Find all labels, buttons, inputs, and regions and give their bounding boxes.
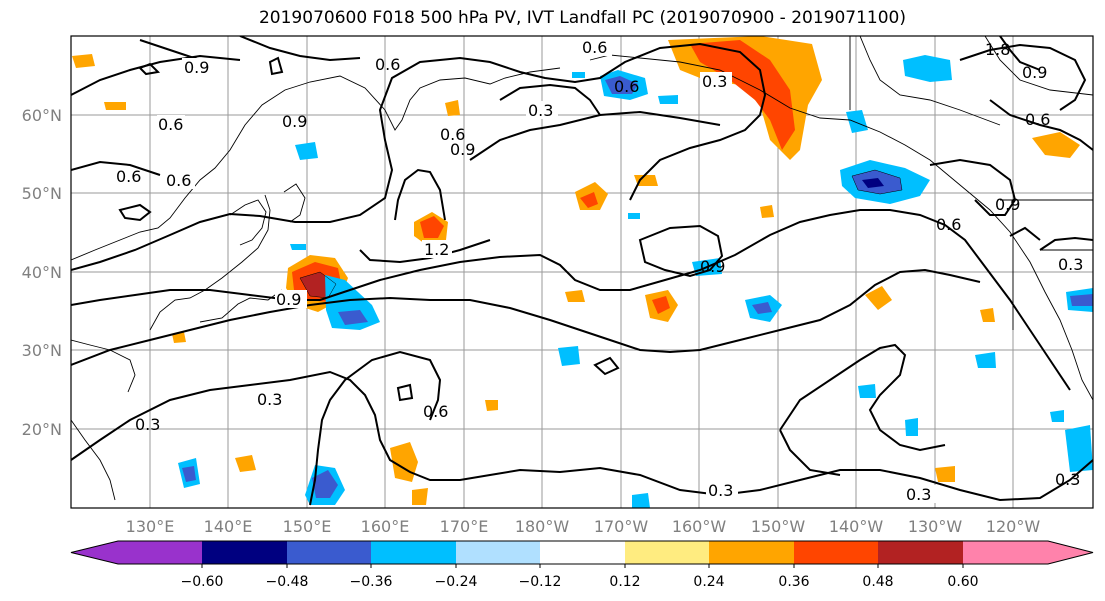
fill-outlines [299,169,903,299]
colorbar-labels: −0.60 −0.48 −0.36 −0.24 −0.12 0.12 0.24 … [181,574,979,590]
lon-label: 170°E [440,517,489,536]
contour-label: 0.3 [257,390,282,409]
pv-contours [71,36,1093,506]
lon-label: 120°W [986,517,1041,536]
lat-label: 20°N [22,420,62,439]
contour-label: 0.6 [166,171,191,190]
contour-label: 0.9 [995,195,1020,214]
contour-label: 0.6 [440,125,465,144]
map-border [70,35,1094,509]
lat-label: 40°N [22,263,62,282]
lat-label: 30°N [22,341,62,360]
lon-label: 140°W [829,517,884,536]
colorbar-tick-label: −0.24 [435,574,478,590]
lon-label: 170°W [594,517,649,536]
lon-label: 160°E [361,517,410,536]
colorbar-segment [287,541,371,564]
colorbar-tick-label: 0.24 [693,574,724,590]
longitude-labels: 130°E 140°E 150°E 160°E 170°E 180°W 170°… [126,517,1041,536]
colorbar-segment [540,541,625,564]
contour-label: 1.2 [424,240,449,259]
contour-label: 0.6 [614,77,639,96]
contour-label: 0.3 [1055,470,1080,489]
colorbar-extension-high [963,541,1093,564]
lat-label: 60°N [22,106,62,125]
contour-label: 0.6 [375,55,400,74]
contour-label: 0.6 [582,38,607,57]
graticule [71,36,1093,508]
coastlines [71,36,1093,501]
contour-label: 0.9 [700,257,725,276]
contour-label: 0.3 [906,485,931,504]
colorbar-segment [371,541,456,564]
latitude-labels: 60°N 50°N 40°N 30°N 20°N [22,106,62,439]
colorbar-segment [202,541,287,564]
contour-label: 0.9 [1022,63,1047,82]
lon-label: 180°W [515,517,570,536]
contour-labels: 0.9 0.6 0.6 0.6 0.3 0.3 0.6 0.9 0.9 0.6 … [116,38,1083,504]
colorbar-tick-label: 0.48 [862,574,893,590]
colorbar-tick-label: −0.60 [181,574,224,590]
contour-label: 1.8 [985,40,1010,59]
contour-label: 0.6 [158,115,183,134]
colorbar-tick-label: −0.12 [519,574,562,590]
lon-label: 140°E [204,517,253,536]
lon-label: 150°W [751,517,806,536]
lon-label: 160°W [672,517,727,536]
colorbar-segment [794,541,878,564]
colorbar-outline [70,540,1094,565]
colorbar-extension-low [71,541,202,564]
contour-label: 0.3 [1058,255,1083,274]
contour-label: 0.3 [135,415,160,434]
lon-label: 130°W [908,517,963,536]
contour-label: 0.6 [1025,110,1050,129]
contour-label: 0.6 [936,215,961,234]
lat-label: 50°N [22,184,62,203]
contour-label: 0.3 [528,101,553,120]
lon-label: 130°E [126,517,175,536]
colorbar-segment [625,541,709,564]
colorbar-segment [878,541,963,564]
contour-label: 0.9 [282,112,307,131]
map-title: 2019070600 F018 500 hPa PV, IVT Landfall… [258,8,906,28]
colorbar-tick-label: 0.60 [947,574,978,590]
colorbar-segment [456,541,540,564]
colorbar [70,540,1094,568]
colorbar-tick-label: −0.48 [266,574,309,590]
contour-label: 0.6 [116,167,141,186]
colorbar-tick-label: 0.12 [609,574,640,590]
colorbar-tick-label: −0.36 [350,574,393,590]
contour-label: 0.3 [702,72,727,91]
contour-label: 0.3 [708,481,733,500]
contour-label: 0.9 [276,290,301,309]
contour-label: 0.6 [423,402,448,421]
lon-label: 150°E [283,517,332,536]
colorbar-tick-label: 0.36 [778,574,809,590]
colorbar-segment [709,541,794,564]
contour-label: 0.9 [450,140,475,159]
contour-label: 0.9 [184,58,209,77]
